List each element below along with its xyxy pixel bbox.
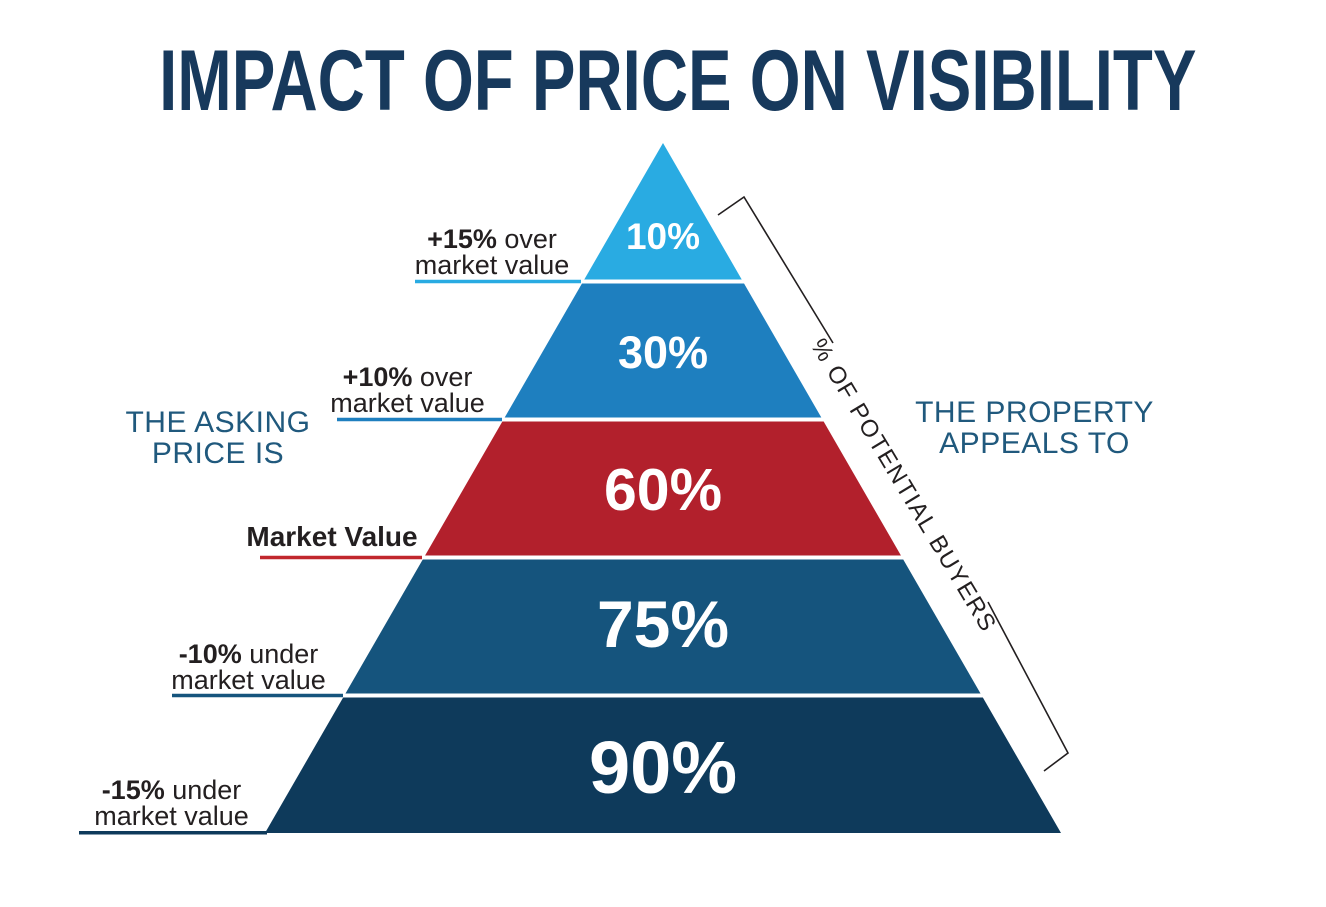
price-label-plus15: +15% over market value	[392, 224, 592, 280]
right-axis-heading-line1: THE PROPERTY	[915, 396, 1154, 429]
left-axis-heading: THE ASKING PRICE IS	[108, 407, 328, 469]
bracket-upper-line	[717, 195, 834, 344]
price-label-line1: -10% under	[178, 639, 319, 669]
price-label-line1: +15% over	[427, 224, 557, 254]
price-label-line1: +10% over	[342, 362, 473, 392]
pyramid-layer-60	[424, 419, 902, 557]
price-label-line2: market value	[330, 388, 485, 418]
price-label-plus10: +10% over market value	[310, 362, 505, 418]
pyramid-layer-30	[503, 281, 823, 419]
page-title: IMPACT OF PRICE ON VISIBILITY	[159, 33, 1197, 129]
pyramid-layer-75	[344, 557, 982, 695]
right-axis-heading-line2: APPEALS TO	[939, 427, 1130, 460]
right-axis-heading: THE PROPERTY APPEALS TO	[912, 397, 1157, 459]
price-label-line1: -15% under	[101, 775, 242, 805]
price-label-market-value: Market Value	[237, 521, 427, 552]
price-label-line2: market value	[414, 250, 570, 280]
price-label-line2: market value	[94, 801, 249, 831]
pyramid-layer-90	[265, 695, 1061, 833]
price-label-line2: market value	[171, 665, 326, 695]
price-label-minus10: -10% under market value	[152, 639, 345, 695]
left-axis-heading-line1: THE ASKING	[125, 406, 311, 439]
left-axis-heading-line2: PRICE IS	[151, 437, 285, 470]
price-label-line1: Market Value	[246, 521, 418, 552]
price-label-minus15: -15% under market value	[75, 775, 268, 831]
bracket-lower-line	[987, 601, 1070, 772]
pyramid-layer-10	[583, 143, 743, 281]
